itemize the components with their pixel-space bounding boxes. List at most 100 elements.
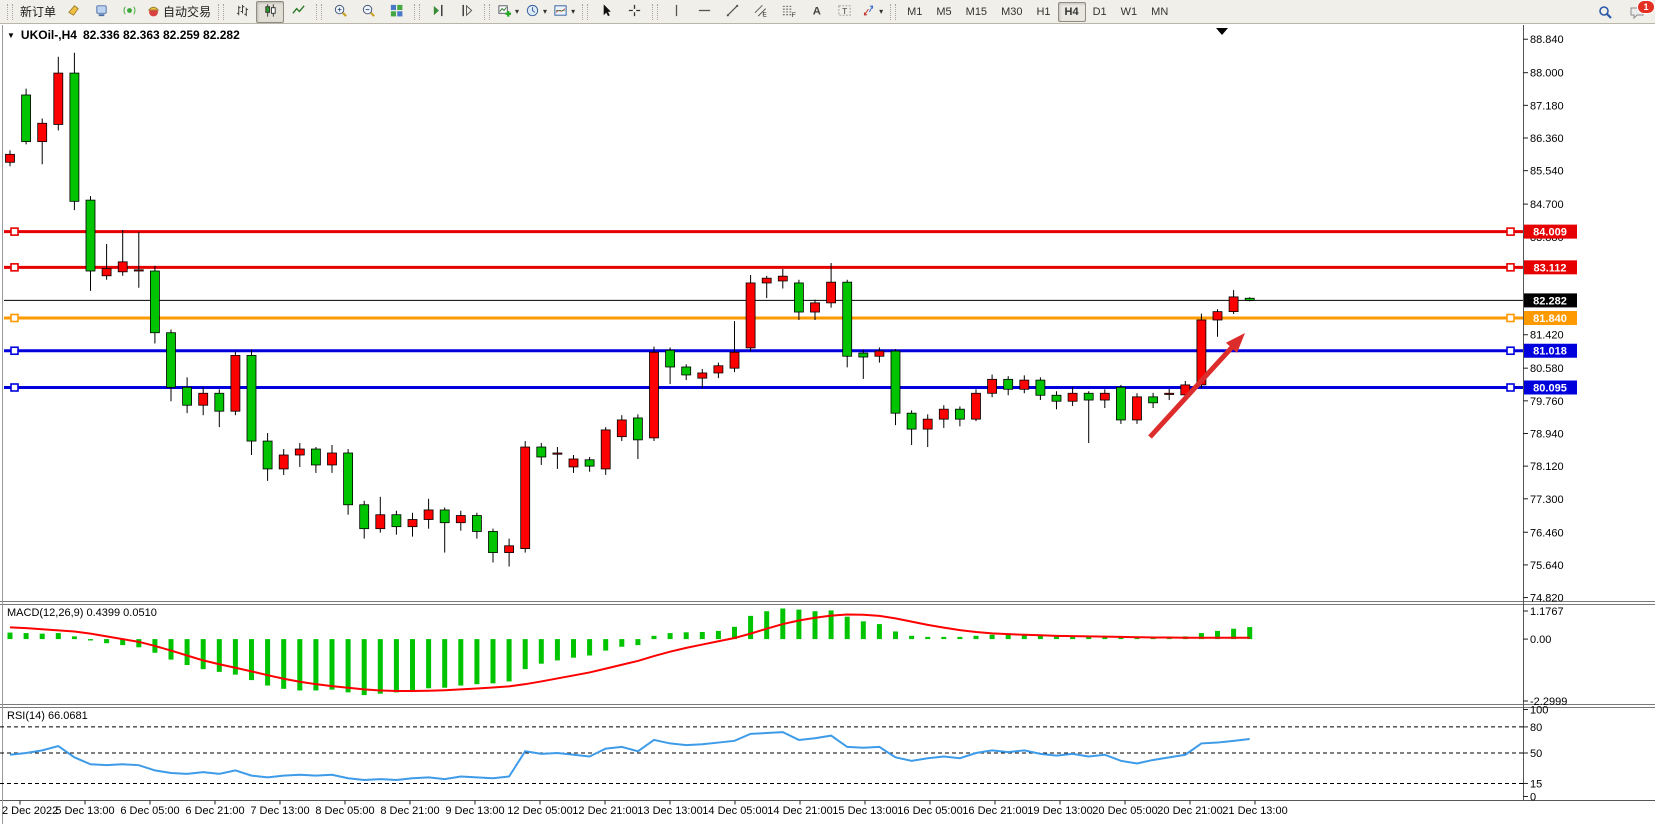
line-handle[interactable] bbox=[1506, 383, 1515, 392]
macd-histogram-bar bbox=[281, 639, 287, 689]
trend-arrow-head[interactable] bbox=[1225, 333, 1245, 353]
timeframe-m5[interactable]: M5 bbox=[936, 5, 952, 18]
time-tick-label: 12 Dec 05:00 bbox=[507, 805, 572, 817]
macd-histogram-bar bbox=[1070, 636, 1076, 640]
zoom-out-button[interactable] bbox=[354, 1, 382, 23]
tile-windows-button[interactable] bbox=[382, 1, 410, 23]
channel-icon: E bbox=[753, 3, 768, 21]
timeframe-mn[interactable]: MN bbox=[1151, 5, 1169, 18]
templates-button[interactable]: ▾ bbox=[550, 1, 578, 23]
macd-histogram-bar bbox=[909, 635, 915, 640]
timeframe-w1[interactable]: W1 bbox=[1120, 5, 1138, 18]
chevron-down-icon[interactable]: ▾ bbox=[571, 7, 576, 16]
time-tick-label: 9 Dec 13:00 bbox=[445, 805, 504, 817]
time-tick-label: 6 Dec 05:00 bbox=[120, 805, 179, 817]
cursor-tool-button[interactable] bbox=[592, 1, 620, 23]
candlestick bbox=[69, 72, 80, 202]
line-handle[interactable] bbox=[10, 346, 19, 356]
time-tick-label: 19 Dec 13:00 bbox=[1027, 805, 1092, 817]
fibonacci-tool-button[interactable]: F bbox=[774, 1, 802, 23]
candlestick bbox=[938, 408, 949, 420]
trendline-tool-button[interactable] bbox=[718, 1, 746, 23]
macd-histogram-bar bbox=[458, 639, 464, 686]
candlestick bbox=[230, 355, 241, 412]
time-tick-label: 20 Dec 05:00 bbox=[1092, 805, 1157, 817]
candlestick bbox=[117, 261, 128, 273]
notifications-icon[interactable]: 1 bbox=[1623, 0, 1655, 23]
candlestick bbox=[1051, 394, 1062, 402]
candle-chart-mode-button[interactable] bbox=[256, 0, 285, 23]
line-handle[interactable] bbox=[1506, 263, 1515, 272]
signal-button[interactable] bbox=[115, 1, 143, 23]
timeframe-d1[interactable]: D1 bbox=[1092, 5, 1107, 18]
price-tick-label: 78.940 bbox=[1530, 428, 1564, 440]
price-badge-label: 82.282 bbox=[1533, 295, 1567, 307]
auto-scroll-button[interactable] bbox=[424, 1, 452, 23]
candlestick bbox=[166, 332, 176, 388]
macd-histogram-bar bbox=[699, 631, 705, 640]
new-order-button[interactable]: 新订单 bbox=[17, 1, 59, 23]
time-tick-label: 21 Dec 13:00 bbox=[1222, 805, 1287, 817]
chart-tag-button[interactable] bbox=[59, 1, 87, 23]
candlestick bbox=[262, 440, 273, 470]
arrows-tool-button[interactable]: ▾ bbox=[858, 1, 886, 23]
candlestick bbox=[471, 515, 482, 532]
bar-chart-mode-button[interactable] bbox=[228, 1, 256, 23]
horizontal-line-tool-button[interactable] bbox=[690, 1, 718, 23]
line-handle[interactable] bbox=[1506, 313, 1515, 323]
macd-histogram-bar bbox=[1247, 627, 1253, 640]
candlestick bbox=[777, 275, 788, 282]
macd-histogram-bar bbox=[23, 633, 29, 640]
macd-histogram-bar bbox=[667, 633, 673, 640]
macd-histogram-bar bbox=[200, 639, 206, 670]
time-tick-label: 5 Dec 13:00 bbox=[55, 805, 114, 817]
rsi-line bbox=[9, 731, 1250, 781]
macd-histogram-bar bbox=[876, 624, 882, 640]
chart-canvas[interactable]: 88.84088.00087.18086.36085.54084.70083.8… bbox=[0, 25, 1655, 824]
timeframe-m1[interactable]: M1 bbox=[907, 5, 923, 18]
collapse-triangle-icon[interactable]: ▼ bbox=[7, 30, 15, 40]
candlestick bbox=[745, 282, 756, 349]
line-handle[interactable] bbox=[10, 263, 19, 272]
line-handle[interactable] bbox=[10, 227, 19, 236]
candlestick bbox=[681, 366, 692, 376]
price-badge bbox=[1524, 311, 1577, 325]
macd-histogram-bar bbox=[361, 639, 367, 696]
trend-arrow-shaft[interactable] bbox=[1148, 344, 1235, 439]
chart-shift-marker-icon[interactable] bbox=[1216, 28, 1228, 35]
macd-histogram-bar bbox=[55, 633, 61, 640]
macd-histogram-bar bbox=[265, 639, 271, 686]
line-handle[interactable] bbox=[1506, 227, 1515, 236]
timeframe-m30[interactable]: M30 bbox=[1001, 5, 1023, 18]
text-label-tool-button[interactable]: T bbox=[830, 1, 858, 23]
timeframe-m15[interactable]: M15 bbox=[965, 5, 988, 18]
new-chart-button[interactable]: ▾ bbox=[494, 1, 522, 23]
chevron-down-icon[interactable]: ▾ bbox=[515, 7, 520, 16]
line-handle[interactable] bbox=[10, 313, 19, 323]
text-tool-button[interactable]: A bbox=[802, 1, 830, 23]
auto-trading-button[interactable]: 自动交易 bbox=[143, 1, 214, 23]
line-handle[interactable] bbox=[1506, 346, 1515, 356]
chart-shift-button[interactable] bbox=[452, 1, 480, 23]
chevron-down-icon[interactable]: ▾ bbox=[879, 7, 884, 16]
channel-tool-button[interactable]: E bbox=[746, 1, 774, 23]
periods-button[interactable]: ▾ bbox=[522, 1, 550, 23]
price-badge bbox=[1524, 293, 1577, 308]
line-handle[interactable] bbox=[10, 383, 19, 392]
terminal-button[interactable] bbox=[87, 1, 115, 23]
macd-histogram-bar bbox=[603, 639, 609, 651]
search-icon[interactable] bbox=[1591, 1, 1619, 23]
candlestick bbox=[955, 408, 965, 420]
line-chart-mode-button[interactable] bbox=[284, 1, 312, 23]
timeframe-h1[interactable]: H1 bbox=[1036, 5, 1051, 18]
macd-histogram-bar bbox=[571, 639, 576, 658]
candlestick bbox=[85, 199, 96, 272]
candlestick bbox=[214, 392, 225, 412]
chevron-down-icon[interactable]: ▾ bbox=[543, 7, 548, 16]
vertical-line-tool-button[interactable] bbox=[662, 1, 690, 23]
toolbar-grip bbox=[890, 3, 897, 20]
crosshair-tool-button[interactable] bbox=[620, 1, 648, 23]
zoom-in-button[interactable] bbox=[326, 1, 354, 23]
timeframe-h4[interactable]: H4 bbox=[1057, 1, 1086, 22]
macd-histogram-bar bbox=[683, 632, 689, 640]
